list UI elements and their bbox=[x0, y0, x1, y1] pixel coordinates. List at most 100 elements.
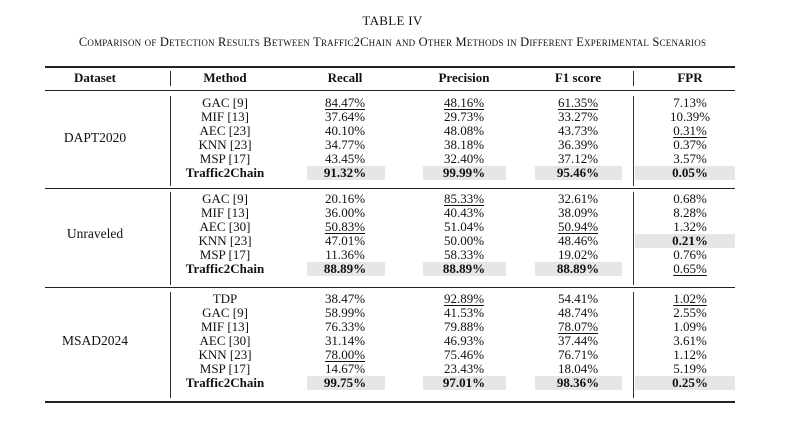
precision-cell: 23.43% bbox=[404, 362, 524, 376]
recall-cell: 37.64% bbox=[285, 110, 405, 124]
cell-value: 78.00% bbox=[324, 347, 366, 362]
method-cell: KNN [23] bbox=[165, 348, 285, 362]
fpr-cell: 0.76% bbox=[630, 248, 750, 262]
cell-value: 43.45% bbox=[324, 151, 366, 166]
precision-cell: 48.16% bbox=[404, 96, 524, 110]
dataset-name: Unraveled bbox=[66, 226, 124, 241]
cell-value: Traffic2Chain bbox=[185, 261, 265, 276]
cell-value: 75.46% bbox=[443, 347, 485, 362]
fpr-cell: 10.39% bbox=[630, 110, 750, 124]
cell-value: 84.47% bbox=[324, 95, 366, 110]
fpr-cell: 5.19% bbox=[630, 362, 750, 376]
method-cell: MSP [17] bbox=[165, 362, 285, 376]
cell-value: GAC [9] bbox=[202, 191, 248, 206]
column-header: FPR bbox=[677, 70, 703, 85]
cell-value: 48.16% bbox=[443, 95, 485, 110]
header-rule bbox=[45, 90, 735, 91]
fpr-cell: 2.55% bbox=[630, 306, 750, 320]
cell-value: 40.10% bbox=[324, 123, 366, 138]
recall-cell: 50.83% bbox=[285, 220, 405, 234]
cell-value: 54.41% bbox=[557, 291, 599, 306]
fpr-cell: 8.28% bbox=[630, 206, 750, 220]
method-cell: GAC [9] bbox=[165, 306, 285, 320]
cell-value: 95.46% bbox=[556, 165, 600, 180]
f1-cell: 48.74% bbox=[518, 306, 638, 320]
recall-cell: 34.77% bbox=[285, 138, 405, 152]
best-result-highlight bbox=[535, 262, 622, 276]
method-cell: MIF [13] bbox=[165, 206, 285, 220]
f1-cell: 32.61% bbox=[518, 192, 638, 206]
cell-value: 46.93% bbox=[443, 333, 485, 348]
cell-value: TDP bbox=[212, 291, 238, 306]
cell-value: MSP [17] bbox=[199, 151, 251, 166]
best-result-highlight bbox=[307, 166, 385, 180]
recall-cell: 11.36% bbox=[285, 248, 405, 262]
cell-value: 10.39% bbox=[669, 109, 711, 124]
column-divider bbox=[633, 292, 634, 398]
recall-cell: 84.47% bbox=[285, 96, 405, 110]
cell-value: 0.31% bbox=[673, 123, 707, 138]
cell-value: 0.76% bbox=[673, 247, 707, 262]
cell-value: 38.47% bbox=[324, 291, 366, 306]
precision-cell: 58.33% bbox=[404, 248, 524, 262]
method-cell: MIF [13] bbox=[165, 320, 285, 334]
cell-value: 92.89% bbox=[443, 291, 485, 306]
cell-value: AEC [23] bbox=[199, 123, 251, 138]
precision-cell: 29.73% bbox=[404, 110, 524, 124]
method-cell: AEC [30] bbox=[165, 220, 285, 234]
cell-value: MSP [17] bbox=[199, 361, 251, 376]
column-divider bbox=[170, 292, 171, 398]
f1-cell: 37.12% bbox=[518, 152, 638, 166]
group-rule bbox=[45, 287, 735, 288]
cell-value: MSP [17] bbox=[199, 247, 251, 262]
column-divider bbox=[170, 71, 171, 86]
recall-cell: 38.47% bbox=[285, 292, 405, 306]
f1-cell: 98.36% bbox=[518, 376, 638, 390]
precision-cell: 85.33% bbox=[404, 192, 524, 206]
cell-value: 76.33% bbox=[324, 319, 366, 334]
precision-cell: 92.89% bbox=[404, 292, 524, 306]
cell-value: 40.43% bbox=[443, 205, 485, 220]
cell-value: 31.14% bbox=[324, 333, 366, 348]
cell-value: 78.07% bbox=[557, 319, 599, 334]
table-label: TABLE IV bbox=[362, 13, 423, 28]
cell-value: 50.83% bbox=[324, 219, 366, 234]
cell-value: AEC [30] bbox=[199, 219, 251, 234]
cell-value: MIF [13] bbox=[200, 319, 250, 334]
dataset-name: MSAD2024 bbox=[61, 333, 128, 348]
best-result-highlight bbox=[635, 166, 735, 180]
cell-value: 1.12% bbox=[673, 347, 707, 362]
cell-value: 99.99% bbox=[442, 165, 486, 180]
cell-value: 36.39% bbox=[557, 137, 599, 152]
precision-cell: 48.08% bbox=[404, 124, 524, 138]
method-cell: AEC [23] bbox=[165, 124, 285, 138]
cell-value: GAC [9] bbox=[202, 95, 248, 110]
precision-cell: 88.89% bbox=[404, 262, 524, 276]
fpr-cell: 0.37% bbox=[630, 138, 750, 152]
column-header: Dataset bbox=[74, 70, 116, 85]
cell-value: 0.37% bbox=[673, 137, 707, 152]
top-rule bbox=[45, 66, 735, 68]
fpr-cell: 0.31% bbox=[630, 124, 750, 138]
f1-cell: 48.46% bbox=[518, 234, 638, 248]
cell-value: MIF [13] bbox=[200, 205, 250, 220]
cell-value: 98.36% bbox=[556, 375, 600, 390]
cell-value: 7.13% bbox=[673, 95, 707, 110]
cell-value: KNN [23] bbox=[198, 347, 252, 362]
cell-value: 41.53% bbox=[443, 305, 485, 320]
f1-cell: 19.02% bbox=[518, 248, 638, 262]
dataset-name: DAPT2020 bbox=[63, 130, 127, 145]
best-result-highlight bbox=[307, 262, 385, 276]
column-header: Precision bbox=[438, 70, 490, 85]
cell-value: 88.89% bbox=[323, 261, 367, 276]
cell-value: 32.61% bbox=[557, 191, 599, 206]
group-rule bbox=[45, 188, 735, 189]
cell-value: 3.57% bbox=[673, 151, 707, 166]
fpr-cell: 0.25% bbox=[630, 376, 750, 390]
fpr-cell: 0.68% bbox=[630, 192, 750, 206]
f1-cell: 50.94% bbox=[518, 220, 638, 234]
method-cell: MSP [17] bbox=[165, 152, 285, 166]
column-header: Recall bbox=[327, 70, 363, 85]
fpr-cell: 0.65% bbox=[630, 262, 750, 276]
cell-value: 88.89% bbox=[556, 261, 600, 276]
